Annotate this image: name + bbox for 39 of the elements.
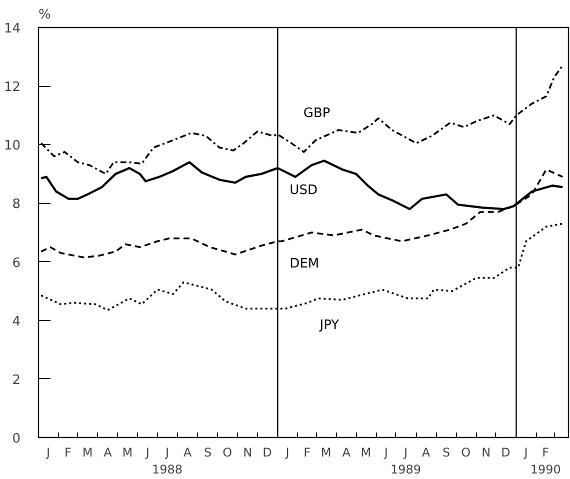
x-tick-label: S xyxy=(204,446,212,460)
y-tick-label: 14 xyxy=(4,22,21,36)
x-tick-label: D xyxy=(262,446,272,460)
series-label: DEM xyxy=(290,256,320,272)
y-tick-label: 10 xyxy=(4,138,21,154)
y-tick-label: 8 xyxy=(12,197,21,212)
x-tick-label: F xyxy=(64,446,72,460)
x-tick-label: N xyxy=(482,446,491,460)
x-tick-label: J 1989 xyxy=(390,446,422,476)
x-tick-label: M xyxy=(360,446,372,460)
x-tick-label: J xyxy=(383,446,388,460)
y-tick-label: 6 xyxy=(12,256,21,271)
x-tick-label: A xyxy=(104,446,113,460)
x-tick-label: A xyxy=(342,446,352,460)
x-tick-label: M xyxy=(82,446,93,460)
x-tick-label: J xyxy=(144,446,150,460)
x-tick-label: J xyxy=(284,446,290,460)
x-tick-label: J xyxy=(523,446,528,460)
series-label: GBP xyxy=(303,106,330,122)
x-tick-label: M xyxy=(320,446,332,460)
series-label: JPY xyxy=(318,318,340,333)
y-axis-title: % xyxy=(38,8,51,22)
x-tick-label: F 1990 xyxy=(530,446,561,476)
x-tick-label: A xyxy=(183,446,192,460)
x-tick-label: D xyxy=(501,446,510,460)
x-tick-label: O xyxy=(461,446,471,460)
x-tick-label: M xyxy=(122,446,133,460)
y-tick-label: 0 xyxy=(12,432,21,446)
y-tick-label: 2 xyxy=(12,372,21,388)
x-tick-label: J 1988 xyxy=(152,446,183,476)
series-label: USD xyxy=(290,183,318,198)
x-tick-label: A xyxy=(422,446,431,460)
y-tick-label: 4 xyxy=(12,314,21,330)
x-tick-label: S xyxy=(442,446,450,460)
x-tick-label: F xyxy=(304,446,311,460)
y-tick-label: 12 xyxy=(4,80,21,96)
x-tick-label: O xyxy=(222,446,232,460)
x-tick-label: N xyxy=(243,446,252,460)
x-tick-label: J xyxy=(46,446,50,460)
